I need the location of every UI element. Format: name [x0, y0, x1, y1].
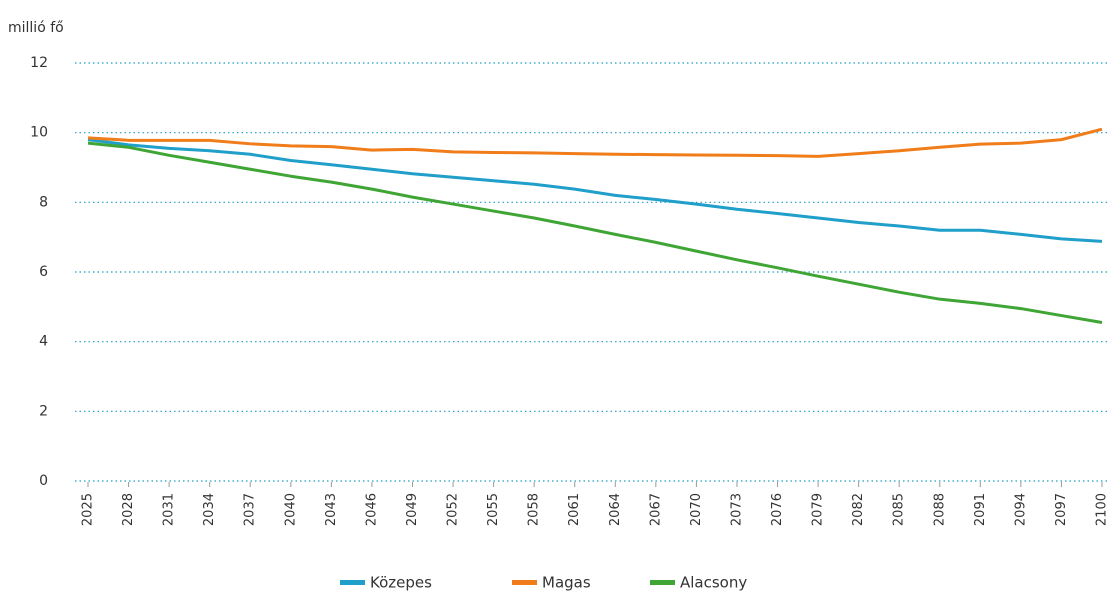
x-tick-label: 2067	[648, 493, 663, 526]
y-tick-label: 6	[39, 264, 48, 280]
y-tick-label: 2	[39, 403, 48, 419]
legend-swatch	[650, 580, 675, 585]
x-tick-label: 2064	[608, 493, 623, 526]
series-line	[87, 141, 1103, 324]
x-tick-label: 2100	[1095, 493, 1108, 526]
x-tick-label: 2091	[973, 493, 988, 526]
legend-label: Magas	[542, 574, 591, 592]
x-tick-label: 2061	[567, 493, 582, 526]
y-tick-label: 8	[39, 194, 48, 210]
x-tick-label: 2049	[405, 493, 420, 526]
y-axis-label: millió fő	[8, 20, 64, 36]
x-tick-label: 2073	[729, 493, 744, 526]
x-tick-label: 2058	[527, 493, 542, 526]
x-tick-label: 2025	[81, 493, 96, 526]
x-tick-label: 2043	[324, 493, 339, 526]
x-tick-label: 2085	[892, 493, 907, 526]
legend-label: Alacsony	[680, 574, 747, 592]
x-tick-label: 2034	[202, 493, 217, 526]
x-tick-label: 2055	[486, 493, 501, 526]
series-line	[87, 138, 1103, 243]
x-tick-label: 2094	[1013, 493, 1028, 526]
x-tick-label: 2028	[121, 493, 136, 526]
legend-label: Közepes	[370, 574, 432, 592]
x-tick-label: 2079	[811, 493, 826, 526]
y-tick-label: 10	[30, 125, 48, 141]
legend-swatch	[340, 580, 365, 585]
x-tick-label: 2052	[446, 493, 461, 526]
series-line	[87, 127, 1103, 158]
x-tick-label: 2070	[689, 493, 704, 526]
legend-swatch	[512, 580, 537, 585]
x-tick-label: 2088	[932, 493, 947, 526]
x-tick-label: 2097	[1054, 493, 1069, 526]
y-tick-label: 12	[30, 55, 48, 71]
x-tick-label: 2082	[851, 493, 866, 526]
x-tick-label: 2076	[770, 493, 785, 526]
y-tick-label: 0	[39, 473, 48, 489]
x-tick-label: 2031	[162, 493, 177, 526]
y-tick-label: 4	[39, 334, 48, 350]
x-tick-label: 2037	[243, 493, 258, 526]
x-tick-label: 2046	[364, 493, 379, 526]
x-tick-label: 2040	[283, 493, 298, 526]
